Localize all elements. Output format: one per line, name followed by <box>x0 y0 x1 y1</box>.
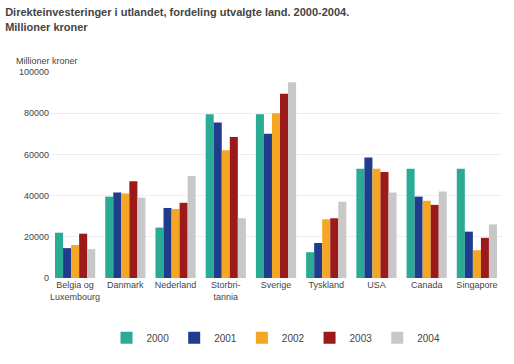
svg-text:80000: 80000 <box>24 108 49 118</box>
svg-text:USA: USA <box>367 280 386 290</box>
svg-text:Danmark: Danmark <box>107 280 144 290</box>
svg-text:Nederland: Nederland <box>155 280 197 290</box>
svg-text:Singapore: Singapore <box>456 280 497 290</box>
svg-text:Direkteinvesteringer i utlande: Direkteinvesteringer i utlandet, fordeli… <box>5 6 349 32</box>
svg-text:Sverige: Sverige <box>261 280 292 290</box>
svg-text:40000: 40000 <box>24 191 49 201</box>
svg-text:2002: 2002 <box>282 333 305 344</box>
svg-text:Storbri-tannia: Storbri-tannia <box>211 280 241 302</box>
svg-text:2000: 2000 <box>147 333 170 344</box>
svg-text:2004: 2004 <box>417 333 440 344</box>
svg-text:0: 0 <box>44 273 49 283</box>
svg-text:Tyskland: Tyskland <box>308 280 344 290</box>
svg-text:Belgia ogLuxembourg: Belgia ogLuxembourg <box>50 280 100 302</box>
svg-text:Millioner kroner: Millioner kroner <box>16 56 78 66</box>
svg-text:2003: 2003 <box>350 333 373 344</box>
svg-text:Canada: Canada <box>411 280 443 290</box>
svg-text:60000: 60000 <box>24 150 49 160</box>
svg-text:20000: 20000 <box>24 232 49 242</box>
svg-text:100000: 100000 <box>19 67 49 77</box>
svg-text:2001: 2001 <box>214 333 237 344</box>
